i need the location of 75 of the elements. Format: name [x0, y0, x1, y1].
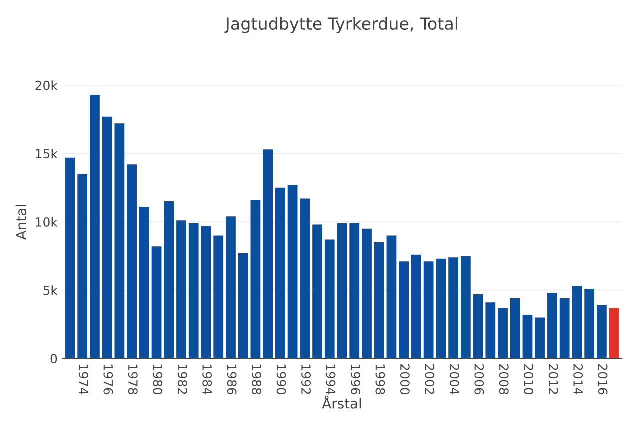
x-tick-label: 1986 — [227, 364, 237, 395]
x-tick-label: 1980 — [153, 364, 163, 395]
x-tick-label: 2006 — [474, 364, 484, 395]
bar — [114, 124, 125, 359]
bar — [65, 158, 76, 359]
bar — [609, 308, 620, 359]
bar — [312, 224, 322, 359]
x-tick-label: 2010 — [524, 364, 534, 395]
x-tick-label: 1974 — [78, 364, 88, 395]
bar — [473, 294, 484, 359]
bar — [288, 185, 298, 359]
bar — [448, 258, 458, 359]
x-tick-label: 1978 — [128, 364, 138, 394]
bar — [572, 286, 582, 359]
bar — [263, 150, 274, 359]
bar — [399, 262, 410, 359]
x-tick-label: 2014 — [574, 364, 584, 395]
x-tick-label: 1992 — [302, 364, 311, 394]
bar — [176, 220, 186, 359]
bar — [436, 258, 446, 359]
y-tick-label: 20k — [36, 80, 58, 90]
bar — [486, 302, 496, 359]
x-tick-label: 1988 — [252, 364, 262, 394]
bar — [139, 207, 150, 359]
bar — [127, 164, 137, 359]
x-tick-label: 1990 — [276, 364, 286, 395]
y-axis-title: Antal — [16, 205, 27, 240]
bar — [214, 236, 224, 359]
bar — [324, 240, 335, 359]
bar — [90, 94, 100, 359]
bar — [510, 298, 520, 359]
bar — [350, 223, 360, 359]
bar — [548, 293, 558, 359]
x-tick-label: 2012 — [548, 364, 558, 394]
bar — [596, 305, 607, 359]
bar — [78, 174, 88, 359]
x-tick-label: 2004 — [450, 364, 460, 395]
chart-title: Jagtudbytte Tyrkerdue, Total — [224, 17, 458, 34]
bar — [362, 228, 372, 359]
x-tick-label: 1982 — [178, 364, 188, 394]
bar — [300, 198, 310, 359]
x-tick-label: 2016 — [598, 364, 608, 395]
x-tick-label: 2000 — [400, 364, 410, 395]
bar — [498, 308, 508, 359]
bar — [412, 254, 422, 359]
x-axis-title: Årstal — [322, 396, 362, 409]
x-tick-label: 1984 — [202, 364, 212, 395]
bar — [226, 216, 236, 359]
x-tick-label: 1996 — [351, 364, 360, 395]
x-tick-label: 1976 — [104, 364, 114, 395]
bar — [424, 262, 434, 359]
bar — [275, 188, 286, 359]
bar — [164, 202, 174, 359]
bar — [386, 236, 397, 359]
y-tick-label: 5k — [44, 286, 58, 296]
bar — [238, 253, 248, 359]
bar — [337, 223, 348, 359]
y-tick-label: 0 — [50, 354, 58, 364]
bar — [535, 318, 546, 359]
bar — [188, 223, 199, 359]
x-tick-label: 2008 — [499, 364, 509, 394]
x-tick-label: 1994 — [326, 364, 336, 395]
x-tick-label: 1998 — [376, 364, 386, 394]
bar — [250, 200, 261, 359]
y-tick-label: 10k — [36, 217, 58, 227]
y-tick-label: 15k — [36, 148, 58, 159]
bar — [584, 288, 595, 359]
x-tick-label: 2002 — [425, 364, 435, 394]
bar — [102, 116, 112, 359]
bar — [522, 314, 533, 359]
bar — [460, 256, 471, 359]
bar — [560, 298, 570, 359]
bar — [152, 246, 162, 359]
bar — [374, 242, 384, 359]
bar — [201, 226, 212, 359]
